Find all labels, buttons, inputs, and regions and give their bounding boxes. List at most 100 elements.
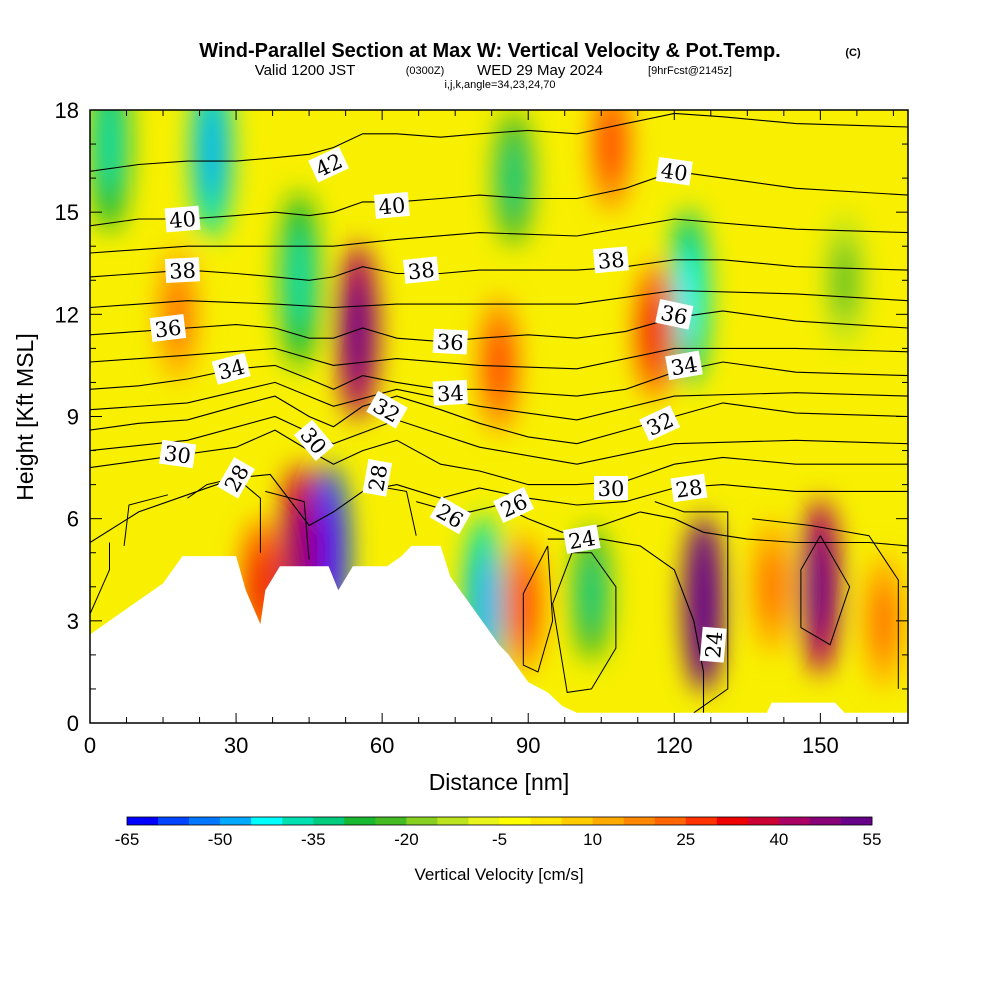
theta-label-box xyxy=(493,486,535,524)
subtitle-forecast: [9hrFcst@2145z] xyxy=(648,65,732,77)
velocity-contour-line xyxy=(386,487,417,536)
colorbar-swatch xyxy=(499,817,531,825)
theta-label: 24 xyxy=(699,626,727,663)
theta-label-text: 36 xyxy=(153,315,182,342)
colorbar-tick-label: -5 xyxy=(492,830,507,849)
velocity-contour-line xyxy=(654,501,729,714)
x-tick-label: 120 xyxy=(656,733,693,758)
subtitle-utc: (0300Z) xyxy=(406,65,445,77)
theta-label-box xyxy=(665,350,703,381)
colorbar-swatch xyxy=(313,817,345,825)
terrain-mask xyxy=(90,545,908,723)
theta-label-box xyxy=(366,390,408,429)
theta-label-box xyxy=(402,256,440,284)
theta-contour-30 xyxy=(90,429,908,486)
colorbar-swatch xyxy=(592,817,624,825)
colorbar-swatch xyxy=(282,817,314,825)
theta-contour-line xyxy=(90,415,908,465)
colorbar xyxy=(126,816,873,826)
theta-label-text: 38 xyxy=(169,258,197,283)
theta-label-text: 28 xyxy=(364,463,392,493)
colorbar-swatch xyxy=(468,817,500,825)
colorbar-swatch xyxy=(251,817,283,825)
theta-label-text: 40 xyxy=(168,207,197,233)
velocity-contour-line xyxy=(552,552,617,693)
theta-label-box xyxy=(308,146,350,183)
colorbar-swatch xyxy=(809,817,842,825)
velocity-cell-core xyxy=(599,110,622,185)
theta-contour-32 xyxy=(90,395,908,445)
theta-label-text: 30 xyxy=(163,441,193,468)
colorbar-tick-label: -50 xyxy=(208,830,233,849)
colorbar-swatch xyxy=(840,817,873,825)
y-tick-labels: 0 3 6 9 12 15 18 xyxy=(55,98,79,736)
theta-label-box xyxy=(699,626,727,663)
velocity-cell-core xyxy=(833,240,856,321)
colorbar-tick-label: 55 xyxy=(863,830,882,849)
colorbar-tick-label: 25 xyxy=(676,830,695,849)
theta-label-text: 40 xyxy=(659,159,689,186)
theta-label-text: 38 xyxy=(597,248,626,274)
velocity-cell-core xyxy=(872,580,895,661)
theta-label: 30 xyxy=(159,439,197,469)
subtitle-indices: i,j,k,angle=34,23,24,70 xyxy=(444,79,555,91)
theta-label-box xyxy=(373,191,410,219)
theta-label-text: 34 xyxy=(436,381,464,406)
subtitle-valid: Valid 1200 JST xyxy=(255,62,356,79)
colorbar-swatch xyxy=(158,817,190,825)
y-tick-label: 3 xyxy=(67,609,79,634)
colorbar-swatch xyxy=(127,817,159,825)
theta-label-box xyxy=(639,405,681,442)
y-tick-label: 9 xyxy=(67,405,79,430)
colorbar-swatch xyxy=(220,817,252,825)
theta-label-text: 34 xyxy=(669,352,699,380)
colorbar-swatch xyxy=(406,817,438,825)
theta-label-box xyxy=(429,496,472,535)
y-axis-title: Height [Kft MSL] xyxy=(12,333,38,500)
velocity-cell-core xyxy=(502,138,525,219)
theta-label-box xyxy=(655,157,693,186)
colorbar-swatch xyxy=(189,817,221,825)
velocity-contour-line xyxy=(522,545,554,673)
theta-contour-42 xyxy=(90,112,908,172)
theta-label: 40 xyxy=(164,205,201,233)
velocity-cell-core xyxy=(677,245,700,350)
colorbar-swatch xyxy=(530,817,562,825)
colorbar-tick-label: 10 xyxy=(583,830,602,849)
velocity-cell-core xyxy=(488,325,510,406)
theta-label: 34 xyxy=(432,379,468,406)
theta-contour-24 xyxy=(547,538,705,713)
colorbar-swatch xyxy=(747,817,780,825)
theta-label: 28 xyxy=(670,473,708,503)
colorbar-swatch xyxy=(685,817,718,825)
theta-label-box xyxy=(164,205,201,233)
colorbar-swatch xyxy=(623,817,656,825)
theta-label: 36 xyxy=(655,299,694,330)
theta-label: 40 xyxy=(373,191,410,220)
theta-label-text: 38 xyxy=(407,258,436,285)
y-tick-label: 12 xyxy=(55,302,79,327)
velocity-cell-core xyxy=(580,553,603,634)
velocity-contour-line xyxy=(800,535,851,646)
theta-label: 30 xyxy=(594,476,628,501)
theta-label: 28 xyxy=(362,458,392,497)
velocity-cell-core xyxy=(200,110,223,203)
colorbar-title: Vertical Velocity [cm/s] xyxy=(414,865,583,884)
y-tick-label: 6 xyxy=(67,507,79,532)
theta-label-box xyxy=(655,299,694,330)
theta-label-text: 24 xyxy=(701,630,727,659)
colorbar-swatch xyxy=(375,817,407,825)
theta-label-box xyxy=(594,476,628,500)
colorbar-tick-labels: -65 -50 -35 -20 -5 10 25 40 55 xyxy=(115,830,882,849)
theta-label-box xyxy=(432,379,468,406)
theta-label-text: 40 xyxy=(378,193,407,219)
theta-label: 38 xyxy=(402,256,440,285)
velocity-cell-core xyxy=(346,279,369,384)
theta-label-box xyxy=(217,457,255,499)
colorbar-swatch xyxy=(716,817,749,825)
theta-label-box xyxy=(670,473,708,503)
theta-label: 24 xyxy=(562,524,601,554)
colorbar-swatch xyxy=(654,817,687,825)
